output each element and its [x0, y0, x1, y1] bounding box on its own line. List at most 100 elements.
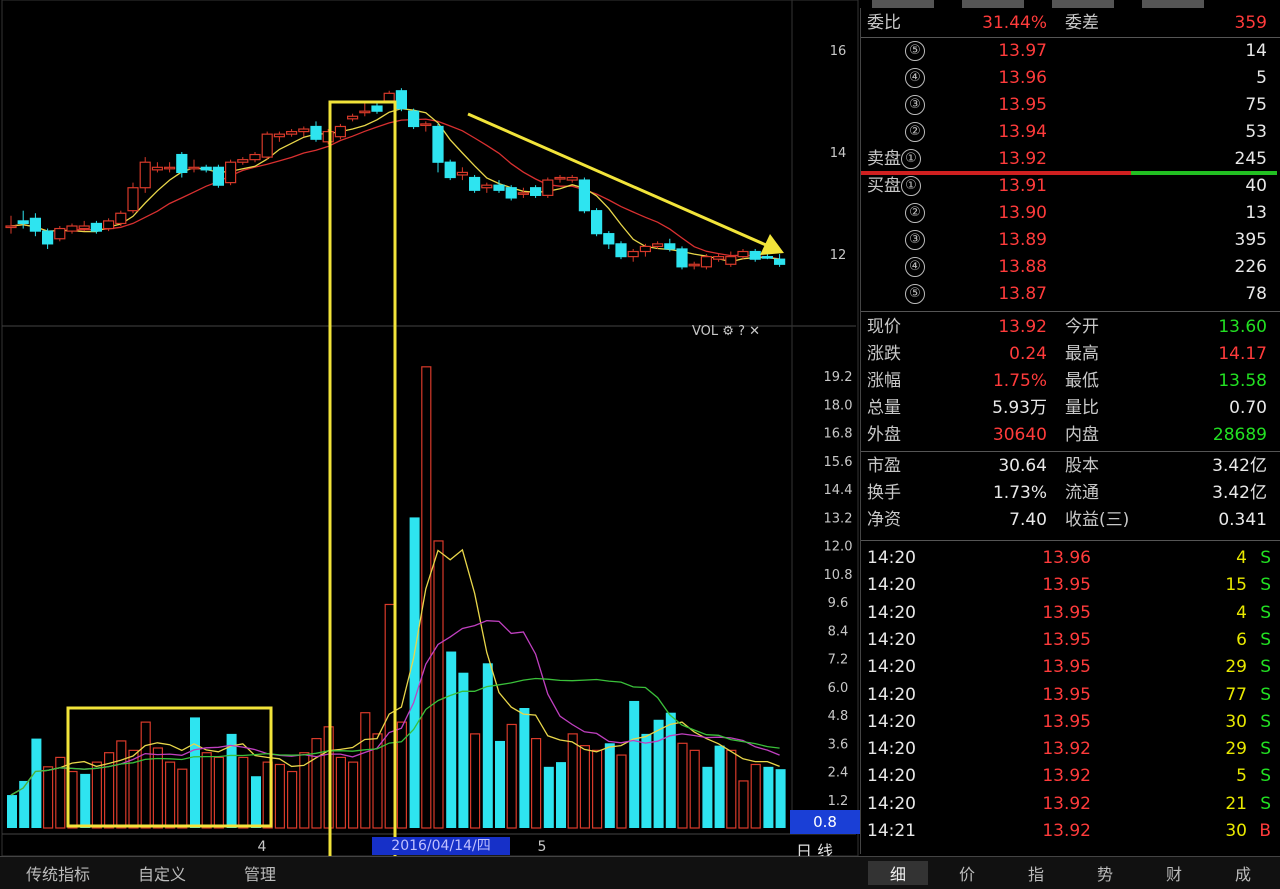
buy-price: 13.88: [998, 257, 1047, 277]
tick-price: 13.95: [1042, 629, 1091, 650]
kline-chart-area[interactable]: 16 14 12 19.2 18.0 16.8 15.6 14.4 13.2 12.0 10.8 9.…: [0, 0, 860, 888]
panel-tab-0[interactable]: 细: [868, 861, 928, 885]
panel-tab-4[interactable]: 财: [1165, 865, 1182, 884]
indicator-tab-0[interactable]: 传统指标: [26, 865, 91, 884]
tick-side: S: [1260, 739, 1271, 760]
volume-tick-label: 3.6: [828, 737, 849, 752]
help-icon[interactable]: ?: [738, 324, 745, 339]
quote-value: 0.24: [1009, 344, 1047, 364]
tick-volume: 6: [1236, 629, 1247, 650]
quote-row: 涨跌 0.24 最高 14.17: [861, 341, 1275, 368]
sell-level-row: ③ 13.95 75: [861, 92, 1275, 119]
indicator-tab-bar: 传统指标 自定义 管理: [0, 856, 860, 889]
panel-top-tab[interactable]: [962, 0, 1024, 8]
sell-price: 13.97: [998, 41, 1047, 61]
volume-tick-label: 2.4: [828, 766, 849, 781]
tick-volume: 30: [1225, 711, 1247, 732]
volume-bar: [91, 761, 103, 829]
buy-price: 13.90: [998, 203, 1047, 223]
candle-body: [249, 153, 261, 161]
gear-icon[interactable]: ⚙: [722, 324, 734, 339]
candle-body: [66, 225, 78, 232]
panel-top-tab[interactable]: [872, 0, 934, 8]
tick-volume: 29: [1225, 657, 1247, 678]
quote-label: 最高: [1065, 344, 1099, 364]
panel-top-tab[interactable]: [1052, 0, 1114, 8]
volume-tick-label: 18.0: [824, 398, 853, 413]
volume-bar: [152, 747, 163, 829]
trade-tick-row: 14:21 13.92 30 B: [861, 818, 1275, 845]
vol-indicator-label: VOL: [692, 324, 719, 339]
indicator-tab-1[interactable]: 自定义: [138, 865, 187, 884]
quote-label: 外盘: [867, 425, 901, 445]
indicator-tab-2[interactable]: 管理: [244, 865, 277, 884]
panel-tab-2[interactable]: 指: [1027, 865, 1044, 884]
sell-level-row: 卖盘 ① 13.92 245: [861, 146, 1275, 173]
panel-tab-1[interactable]: 价: [958, 865, 975, 884]
candle-body: [432, 125, 444, 163]
tick-side: S: [1260, 793, 1271, 814]
sell-price: 13.94: [998, 122, 1047, 142]
tick-price: 13.95: [1042, 684, 1091, 705]
candle-body: [590, 210, 603, 235]
weibi-value: 31.44%: [982, 13, 1047, 33]
separator: [861, 451, 1280, 452]
candle-body: [725, 256, 737, 265]
bid-ask-bar-green: [1131, 171, 1277, 175]
fundamental-label: 流通: [1065, 483, 1099, 503]
fundamental-value: 1.73%: [992, 483, 1047, 503]
tick-price: 13.92: [1042, 739, 1091, 760]
weibi-label: 委比: [867, 13, 901, 33]
volume-bar: [128, 749, 139, 829]
candle-body: [664, 243, 676, 250]
volume-bar: [653, 719, 664, 828]
candle-body: [139, 161, 151, 189]
tick-time: 14:20: [867, 711, 916, 732]
quote-value: 13.58: [1218, 371, 1267, 391]
candle-body: [737, 250, 749, 258]
volume-bar: [446, 651, 457, 828]
fundamental-row: 市盈 30.64 股本 3.42亿: [861, 453, 1275, 480]
volume-bar: [42, 766, 54, 829]
candle-body: [676, 248, 688, 268]
tick-time: 14:20: [867, 793, 916, 814]
trade-tick-row: 14:20 13.95 29 S: [861, 654, 1275, 681]
tick-time: 14:20: [867, 766, 916, 787]
volume-bar: [726, 749, 737, 829]
candle-body: [17, 220, 29, 225]
candle-body: [481, 184, 493, 189]
weibi-row: 委比 31.44% 委差 359: [861, 10, 1275, 37]
tick-price: 13.95: [1042, 657, 1091, 678]
tick-volume: 4: [1236, 548, 1247, 568]
cursor-date-label: 2016/04/14/四: [372, 837, 510, 855]
volume-bar: [604, 743, 615, 828]
close-icon[interactable]: ✕: [749, 324, 761, 339]
sell-price: 13.92: [998, 149, 1047, 169]
volume-tick-label: 6.0: [828, 681, 849, 696]
volume-bar: [213, 756, 224, 829]
candle-body: [371, 105, 383, 112]
volume-tick-label: 15.6: [824, 455, 853, 470]
level-number: ④: [905, 257, 925, 277]
fundamental-value: 7.40: [1009, 510, 1047, 530]
buy-volume: 395: [1234, 230, 1267, 250]
tick-side: S: [1260, 657, 1271, 678]
buy-level-row: ② 13.90 13: [861, 200, 1275, 227]
candle-body: [273, 133, 285, 138]
tick-side: S: [1260, 575, 1271, 596]
candle-body: [359, 110, 371, 114]
volume-bar: [396, 721, 407, 829]
candle-body: [286, 130, 298, 135]
volume-tick-label: 16.8: [824, 427, 853, 442]
kline-chart[interactable]: 16 14 12 19.2 18.0 16.8 15.6 14.4 13.2 12.0 10.8 9.…: [0, 0, 860, 856]
panel-tab-3[interactable]: 势: [1096, 865, 1113, 884]
quote-panel: 委比 31.44% 委差 359 ⑤ 13.97 14 ④ 13.96 5 ③ 13.95 75 ② 13.…: [860, 8, 1280, 854]
cursor-volume-value: 0.8: [790, 810, 860, 834]
candle-body: [651, 243, 664, 248]
candle-body: [420, 123, 432, 127]
panel-top-tab[interactable]: [1142, 0, 1204, 8]
candle-body: [395, 90, 407, 110]
buy-volume: 226: [1234, 257, 1267, 277]
fundamental-value: 30.64: [998, 456, 1047, 476]
panel-tab-5[interactable]: 成: [1234, 865, 1251, 884]
